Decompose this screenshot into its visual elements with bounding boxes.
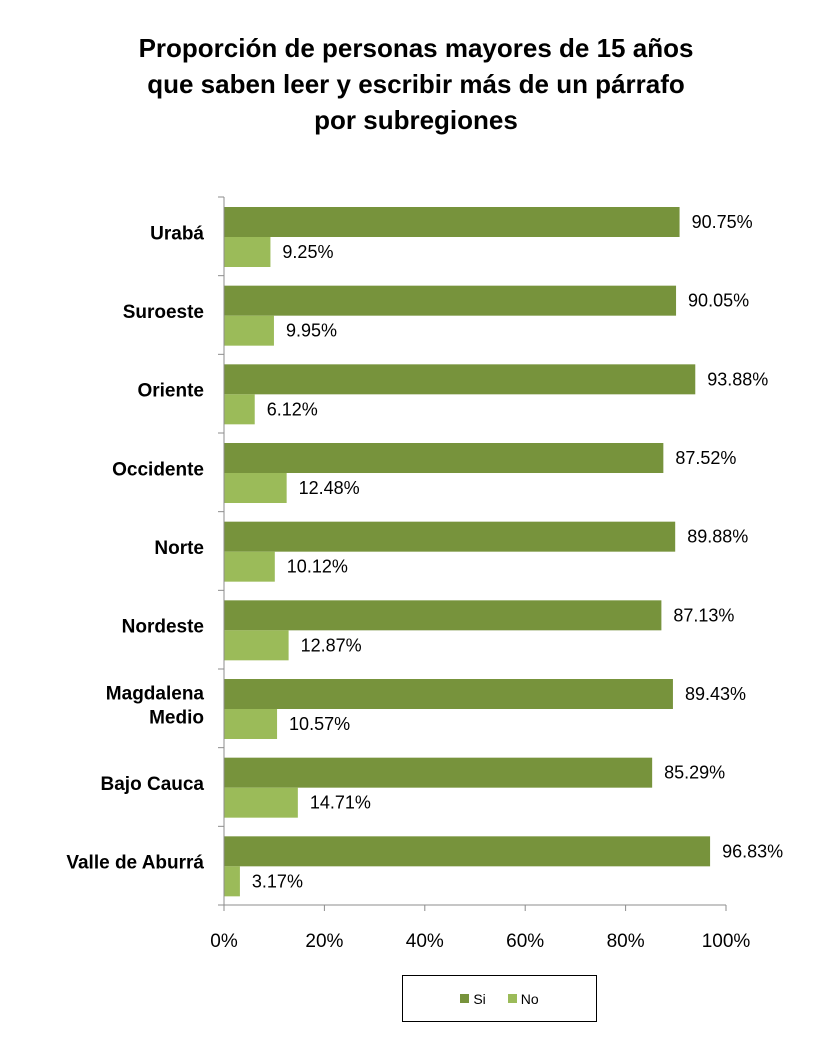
category-label: Suroeste: [123, 302, 204, 323]
category-label: Oriente: [137, 381, 204, 402]
chart-title-line: que saben leer y escribir más de un párr…: [147, 69, 685, 99]
category-label: Medio: [149, 707, 204, 728]
legend-swatch-si: [460, 994, 470, 1003]
data-label: 93.88%: [707, 369, 768, 389]
x-tick-label: 0%: [210, 931, 238, 952]
bar-chart: 90.75% 9.25% Urabá 90.05% 9.95% Suroeste 93.88…: [66, 196, 783, 952]
bar-si: [224, 521, 676, 552]
category-label: Occidente: [112, 459, 204, 480]
bar-si: [224, 600, 662, 631]
data-label: 9.25%: [282, 242, 333, 262]
x-tick-label: 80%: [607, 931, 645, 952]
bar-no: [224, 551, 275, 582]
category-label: Valle de Aburrá: [66, 853, 204, 874]
x-tick-label: 20%: [305, 931, 343, 952]
legend-swatch-no: [507, 994, 517, 1003]
data-label: 87.52%: [675, 448, 736, 468]
data-label: 9.95%: [286, 321, 337, 341]
chart-legend: Si No: [402, 975, 597, 1022]
bar-no: [224, 787, 298, 818]
legend-item-no: No: [507, 990, 539, 1007]
x-tick-label: 40%: [406, 931, 444, 952]
data-label: 14.71%: [310, 793, 371, 813]
category-label: Nordeste: [122, 617, 204, 638]
bar-no: [224, 473, 287, 503]
category-label: Magdalena: [106, 683, 205, 704]
data-label: 10.57%: [289, 714, 350, 734]
bar-no: [224, 866, 240, 897]
bar-si: [224, 757, 653, 788]
bar-si: [224, 285, 677, 316]
legend-label-si: Si: [473, 990, 486, 1007]
category-label: Urabá: [150, 223, 204, 244]
bar-si: [224, 207, 680, 237]
data-label: 12.87%: [301, 635, 362, 655]
data-label: 90.05%: [688, 291, 749, 311]
chart-title-line: por subregiones: [314, 105, 518, 135]
data-label: 89.43%: [685, 684, 746, 704]
chart-title-line: Proporción de personas mayores de 15 año…: [138, 33, 694, 63]
data-label: 89.88%: [687, 527, 748, 547]
category-label: Norte: [154, 538, 204, 559]
data-label: 90.75%: [692, 212, 753, 232]
category-label: Bajo Cauca: [101, 774, 205, 795]
x-tick-label: 100%: [702, 931, 751, 952]
bar-no: [224, 709, 278, 739]
data-label: 10.12%: [287, 557, 348, 577]
data-label: 85.29%: [664, 763, 725, 783]
legend-item-si: Si: [460, 990, 486, 1007]
bar-no: [224, 630, 289, 661]
data-label: 87.13%: [673, 605, 734, 625]
chart-title: Proporción de personas mayores de 15 año…: [60, 30, 772, 138]
bar-si: [224, 679, 673, 709]
data-label: 6.12%: [267, 399, 318, 419]
data-label: 3.17%: [252, 871, 303, 891]
plot-area: 90.75% 9.25% Urabá 90.05% 9.95% Suroeste 93.88…: [66, 196, 783, 952]
bar-no: [224, 237, 271, 267]
bar-no: [224, 394, 255, 425]
bar-si: [224, 836, 711, 867]
bar-si: [224, 443, 664, 473]
data-label: 12.48%: [299, 478, 360, 498]
x-tick-label: 60%: [506, 931, 544, 952]
bar-no: [224, 315, 274, 346]
legend-label-no: No: [520, 990, 539, 1007]
data-label: 96.83%: [722, 841, 783, 861]
bar-si: [224, 364, 696, 395]
